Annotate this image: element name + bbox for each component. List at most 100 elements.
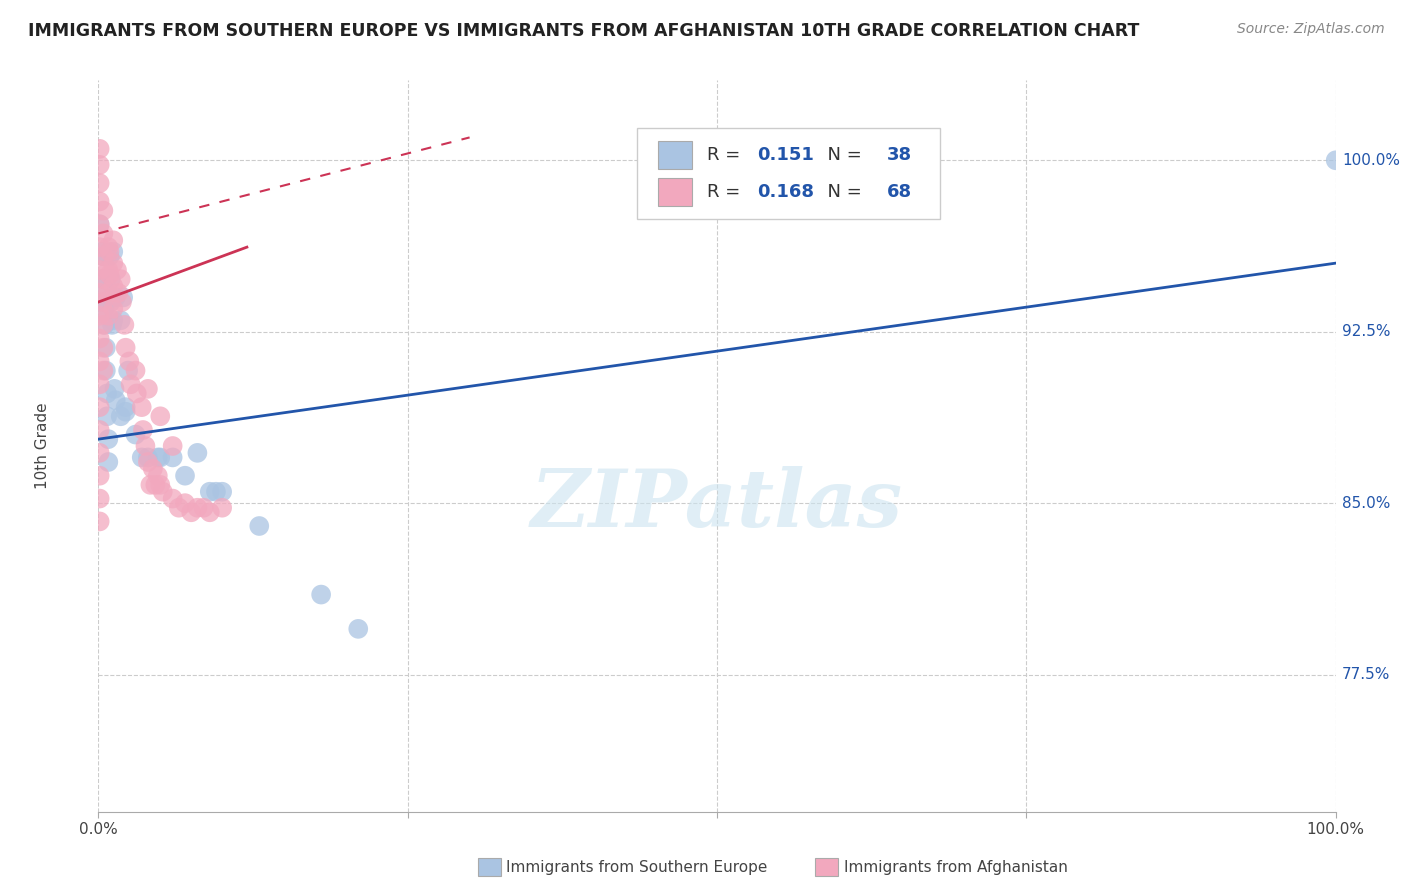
Point bbox=[93, 318, 115, 332]
Point bbox=[89, 354, 111, 368]
Point bbox=[124, 363, 146, 377]
Point bbox=[136, 450, 159, 465]
Text: 0.168: 0.168 bbox=[756, 183, 814, 201]
Point bbox=[90, 244, 112, 259]
Point bbox=[125, 386, 148, 401]
Point bbox=[89, 194, 111, 209]
Point bbox=[167, 500, 190, 515]
Point bbox=[89, 309, 111, 323]
Point bbox=[118, 354, 141, 368]
Point bbox=[89, 468, 111, 483]
Point bbox=[162, 491, 184, 506]
Point bbox=[93, 363, 115, 377]
Point bbox=[142, 462, 165, 476]
Point bbox=[98, 244, 121, 259]
Point bbox=[89, 491, 111, 506]
Point bbox=[89, 142, 111, 156]
Point bbox=[107, 285, 129, 300]
Point bbox=[309, 588, 332, 602]
Text: R =: R = bbox=[707, 146, 747, 164]
Point bbox=[131, 400, 153, 414]
Point bbox=[105, 263, 128, 277]
Point bbox=[103, 313, 125, 327]
Point bbox=[186, 446, 208, 460]
Point bbox=[149, 450, 172, 465]
Text: R =: R = bbox=[707, 183, 747, 201]
Point bbox=[93, 295, 115, 310]
Text: Source: ZipAtlas.com: Source: ZipAtlas.com bbox=[1237, 22, 1385, 37]
Point bbox=[110, 313, 132, 327]
Point bbox=[93, 301, 115, 316]
Point bbox=[193, 500, 215, 515]
Point bbox=[131, 450, 153, 465]
Point bbox=[117, 363, 139, 377]
Text: Immigrants from Afghanistan: Immigrants from Afghanistan bbox=[844, 860, 1067, 874]
Point bbox=[174, 496, 197, 510]
Point bbox=[89, 217, 111, 231]
Text: 92.5%: 92.5% bbox=[1341, 324, 1391, 339]
Text: 10th Grade: 10th Grade bbox=[35, 402, 51, 490]
Point bbox=[97, 455, 120, 469]
Point bbox=[114, 405, 136, 419]
Point bbox=[136, 455, 159, 469]
Point bbox=[112, 290, 135, 304]
Point bbox=[103, 382, 125, 396]
Point bbox=[111, 295, 134, 310]
FancyBboxPatch shape bbox=[637, 128, 939, 219]
Point bbox=[89, 263, 111, 277]
Point bbox=[180, 505, 202, 519]
Point bbox=[97, 240, 120, 254]
Point bbox=[114, 400, 136, 414]
Point bbox=[89, 400, 111, 414]
Point bbox=[132, 423, 155, 437]
Point bbox=[186, 500, 208, 515]
Point bbox=[103, 244, 125, 259]
Point bbox=[93, 227, 115, 241]
Point bbox=[98, 268, 121, 282]
Point bbox=[136, 382, 159, 396]
Point bbox=[97, 263, 120, 277]
Point bbox=[89, 423, 111, 437]
Point bbox=[100, 272, 122, 286]
Point bbox=[198, 484, 221, 499]
Text: 77.5%: 77.5% bbox=[1341, 667, 1391, 682]
FancyBboxPatch shape bbox=[658, 178, 692, 206]
Text: Immigrants from Southern Europe: Immigrants from Southern Europe bbox=[506, 860, 768, 874]
Point bbox=[162, 439, 184, 453]
Point bbox=[89, 515, 111, 529]
Text: 68: 68 bbox=[887, 183, 911, 201]
Point bbox=[89, 377, 111, 392]
Point bbox=[347, 622, 370, 636]
Point bbox=[93, 249, 115, 263]
Point bbox=[93, 341, 115, 355]
Point bbox=[247, 519, 270, 533]
Point bbox=[93, 272, 115, 286]
Point bbox=[94, 341, 117, 355]
Point bbox=[146, 468, 169, 483]
Point bbox=[89, 332, 111, 346]
Text: 38: 38 bbox=[887, 146, 911, 164]
Point bbox=[89, 446, 111, 460]
Point bbox=[139, 478, 162, 492]
Text: N =: N = bbox=[815, 146, 868, 164]
FancyBboxPatch shape bbox=[658, 141, 692, 169]
Text: IMMIGRANTS FROM SOUTHERN EUROPE VS IMMIGRANTS FROM AFGHANISTAN 10TH GRADE CORREL: IMMIGRANTS FROM SOUTHERN EUROPE VS IMMIG… bbox=[28, 22, 1139, 40]
Point bbox=[198, 505, 221, 519]
Point bbox=[89, 285, 111, 300]
Point bbox=[97, 309, 120, 323]
Point bbox=[120, 377, 142, 392]
Point bbox=[134, 439, 156, 453]
Point bbox=[110, 409, 132, 424]
Point bbox=[174, 468, 197, 483]
Point bbox=[89, 176, 111, 190]
Point bbox=[93, 279, 115, 293]
Text: N =: N = bbox=[815, 183, 868, 201]
Point bbox=[114, 341, 136, 355]
Point bbox=[93, 203, 115, 218]
Point bbox=[211, 484, 233, 499]
Point bbox=[104, 290, 127, 304]
Point bbox=[96, 386, 118, 401]
Point bbox=[1324, 153, 1347, 168]
Point bbox=[146, 450, 169, 465]
Point bbox=[97, 432, 120, 446]
